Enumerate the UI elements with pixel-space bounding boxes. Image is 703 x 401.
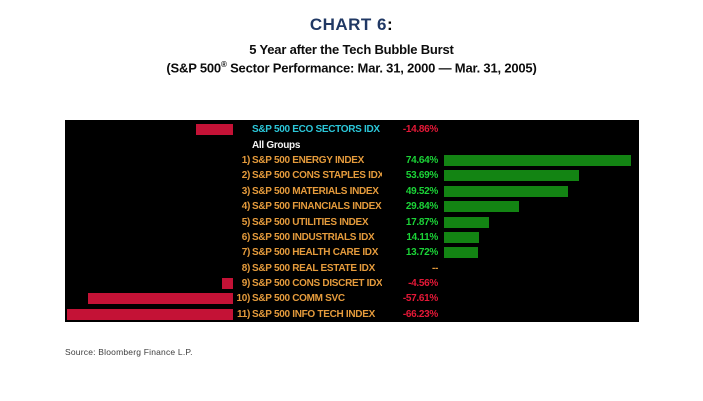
chart-kicker: CHART 6: xyxy=(0,15,703,35)
row-value: 14.11% xyxy=(406,231,438,243)
row-value: 17.87% xyxy=(405,216,438,228)
row-number: 4) xyxy=(241,201,251,213)
negative-bar-zone xyxy=(65,155,233,166)
row-number: 8) xyxy=(241,262,251,274)
row-number: 7) xyxy=(241,247,251,259)
negative-bar-zone xyxy=(65,140,233,151)
row-number: 5) xyxy=(241,216,251,228)
row-value: 53.69% xyxy=(405,170,438,182)
negative-bar-zone xyxy=(65,201,233,212)
chart-row: 2) S&P 500 CONS STAPLES IDX 53.69% xyxy=(65,168,639,183)
row-label: S&P 500 MATERIALS INDEX xyxy=(252,185,379,197)
chart-rows: S&P 500 ECO SECTORS IDX -14.86% All Groups… xyxy=(65,122,639,322)
negative-bar-zone xyxy=(65,263,233,274)
row-label: S&P 500 INDUSTRIALS IDX xyxy=(252,231,375,243)
positive-bar-zone xyxy=(444,201,639,213)
negative-bar-zone xyxy=(65,170,233,181)
row-number: 10) xyxy=(236,293,250,305)
row-label: All Groups xyxy=(252,139,301,151)
row-label: S&P 500 HEALTH CARE IDX xyxy=(252,247,379,259)
positive-bar xyxy=(444,231,480,243)
row-number: 9) xyxy=(241,278,251,290)
positive-bar-zone xyxy=(444,309,639,320)
positive-bar-zone xyxy=(444,293,639,304)
chart-kicker-text: CHART 6 xyxy=(309,15,387,34)
row-number: 1) xyxy=(241,154,251,166)
row-label: S&P 500 UTILITIES INDEX xyxy=(252,216,369,228)
positive-bar-zone xyxy=(444,185,639,197)
row-value: -4.56% xyxy=(408,278,438,290)
row-value: 29.84% xyxy=(405,201,438,213)
negative-bar xyxy=(88,293,233,305)
registered-trademark-symbol: ® xyxy=(220,60,227,69)
negative-bar xyxy=(221,278,233,290)
negative-bar-zone xyxy=(65,308,233,320)
row-label: S&P 500 CONS STAPLES IDX xyxy=(252,170,382,182)
chart-row: 7) S&P 500 HEALTH CARE IDX 13.72% xyxy=(65,245,639,260)
row-value: 74.64% xyxy=(405,154,438,166)
row-value: -66.23% xyxy=(402,308,438,320)
positive-bar xyxy=(444,216,489,228)
row-number: 6) xyxy=(241,231,251,243)
row-label: S&P 500 ECO SECTORS IDX xyxy=(252,124,380,136)
chart-header: CHART 6: 5 Year after the Tech Bubble Bu… xyxy=(0,0,703,75)
chart-row: 4) S&P 500 FINANCIALS INDEX 29.84% xyxy=(65,199,639,214)
row-label: S&P 500 FINANCIALS INDEX xyxy=(252,201,382,213)
negative-bar-zone xyxy=(65,278,233,290)
chart-subtitle: (S&P 500® Sector Performance: Mar. 31, 2… xyxy=(0,60,703,75)
chart-row: 1) S&P 500 ENERGY INDEX 74.64% xyxy=(65,153,639,168)
chart-title: 5 Year after the Tech Bubble Burst xyxy=(249,42,454,57)
row-value: 49.52% xyxy=(405,185,438,197)
row-number: 2) xyxy=(241,170,251,182)
negative-bar-zone xyxy=(65,293,233,305)
positive-bar-zone xyxy=(444,247,639,259)
negative-bar-zone xyxy=(65,247,233,258)
row-value: 13.72% xyxy=(405,247,438,259)
chart-row: 9) S&P 500 CONS DISCRET IDX -4.56% xyxy=(65,276,639,291)
positive-bar-zone xyxy=(444,278,639,289)
row-number: 3) xyxy=(241,185,251,197)
row-number: 11) xyxy=(236,308,250,320)
row-label: S&P 500 REAL ESTATE IDX xyxy=(252,262,375,274)
chart-row: 10) S&P 500 COMM SVC -57.61% xyxy=(65,291,639,306)
chart-row: S&P 500 ECO SECTORS IDX -14.86% xyxy=(65,122,639,137)
positive-bar-zone xyxy=(444,154,639,166)
negative-bar xyxy=(66,308,233,320)
positive-bar-zone xyxy=(444,216,639,228)
chart-row: 11) S&P 500 INFO TECH INDEX -66.23% xyxy=(65,307,639,322)
chart-subtitle-prefix: (S&P 500 xyxy=(166,60,221,76)
source-attribution: Source: Bloomberg Finance L.P. xyxy=(65,347,193,357)
row-value: -57.61% xyxy=(402,293,438,305)
positive-bar xyxy=(444,247,479,259)
positive-bar xyxy=(444,170,579,182)
row-label: S&P 500 ENERGY INDEX xyxy=(252,154,365,166)
chart-row: 5) S&P 500 UTILITIES INDEX 17.87% xyxy=(65,214,639,229)
positive-bar-zone xyxy=(444,124,639,135)
positive-bar xyxy=(444,185,569,197)
positive-bar-zone xyxy=(444,231,639,243)
row-label: S&P 500 INFO TECH INDEX xyxy=(252,308,375,320)
positive-bar xyxy=(444,201,519,213)
chart-panel: S&P 500 ECO SECTORS IDX -14.86% All Groups… xyxy=(65,120,639,322)
negative-bar-zone xyxy=(65,217,233,228)
chart-kicker-colon: : xyxy=(387,15,394,34)
row-label: S&P 500 CONS DISCRET IDX xyxy=(252,278,382,290)
positive-bar-zone xyxy=(444,170,639,182)
chart-subtitle-suffix: Sector Performance: Mar. 31, 2000 — Mar.… xyxy=(226,60,537,76)
negative-bar-zone xyxy=(65,232,233,243)
chart-row: 6) S&P 500 INDUSTRIALS IDX 14.11% xyxy=(65,230,639,245)
chart-row: 8) S&P 500 REAL ESTATE IDX -- xyxy=(65,261,639,276)
row-value: -- xyxy=(431,262,438,274)
positive-bar xyxy=(444,154,632,166)
negative-bar xyxy=(195,124,233,136)
chart-row: All Groups xyxy=(65,137,639,152)
row-label: S&P 500 COMM SVC xyxy=(252,293,345,305)
negative-bar-zone xyxy=(65,186,233,197)
positive-bar-zone xyxy=(444,140,639,151)
row-value: -14.86% xyxy=(402,124,438,136)
negative-bar-zone xyxy=(65,124,233,136)
chart-row: 3) S&P 500 MATERIALS INDEX 49.52% xyxy=(65,184,639,199)
positive-bar-zone xyxy=(444,263,639,274)
